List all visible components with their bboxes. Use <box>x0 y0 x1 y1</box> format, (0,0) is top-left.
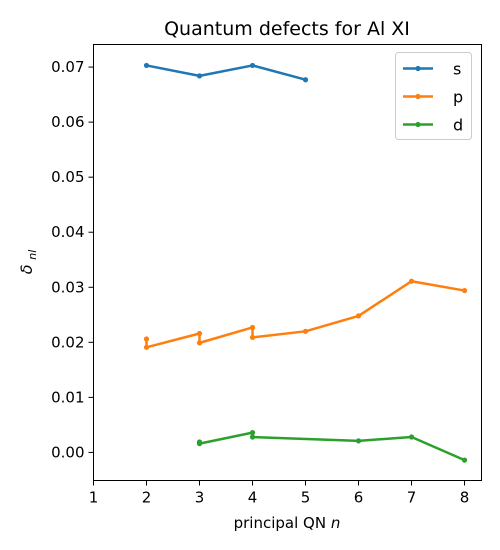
plot-frame <box>93 44 482 481</box>
x-tick-label: 2 <box>142 489 152 507</box>
x-axis-label-text: principal QN <box>234 514 326 532</box>
data-point-p <box>196 330 203 337</box>
x-tick-label: 1 <box>89 489 99 507</box>
data-point-p <box>249 324 256 331</box>
x-axis-label: principal QN n <box>234 514 341 532</box>
legend-marker-s <box>415 65 421 72</box>
data-point-d <box>249 434 256 440</box>
x-tick-label: 7 <box>407 489 417 507</box>
data-point-p <box>302 328 309 334</box>
y-tick-label: 0.05 <box>51 168 84 186</box>
data-point-p <box>461 287 468 294</box>
data-point-p <box>143 336 150 342</box>
data-point-d <box>249 430 256 436</box>
x-tick-label: 3 <box>195 489 205 507</box>
y-axis-ticks: 0.00 0.01 0.02 0.03 0.04 0.05 0.06 0.07 <box>51 58 94 461</box>
x-tick-label: 6 <box>354 489 364 507</box>
data-point-s <box>249 62 256 69</box>
data-point-d <box>461 457 468 463</box>
legend-label-s: s <box>453 60 461 79</box>
legend-label-p: p <box>453 88 463 107</box>
legend-label-d: d <box>453 116 463 135</box>
chart-title: Quantum defects for Al XI <box>164 18 410 40</box>
data-point-s <box>143 62 150 69</box>
y-tick-label: 0.04 <box>51 223 84 241</box>
x-axis-label-variable: n <box>331 514 341 532</box>
series-line-s <box>145 64 307 81</box>
legend-box <box>395 52 472 140</box>
series-layer <box>143 62 468 463</box>
y-axis-label-subscript: nl <box>26 250 39 260</box>
x-axis-ticks: 1 2 3 4 5 6 7 8 <box>89 480 470 507</box>
data-point-d <box>355 438 362 444</box>
legend-marker-d <box>415 121 421 128</box>
y-tick-label: 0.00 <box>51 443 84 461</box>
data-point-d <box>408 434 415 440</box>
x-tick-label: 5 <box>301 489 311 507</box>
data-point-p <box>196 340 203 346</box>
y-axis-label-symbol: δ <box>17 264 36 274</box>
data-point-s <box>302 77 309 83</box>
data-point-p <box>408 278 415 284</box>
y-axis-label: δ nl <box>17 250 39 275</box>
y-tick-label: 0.02 <box>51 333 84 351</box>
legend: spd <box>395 52 472 140</box>
data-point-p <box>143 344 150 350</box>
y-tick-label: 0.03 <box>51 278 84 296</box>
data-point-d <box>196 441 203 447</box>
y-tick-label: 0.01 <box>51 388 84 406</box>
legend-entries: spd <box>403 60 463 135</box>
data-point-p <box>249 334 256 340</box>
y-tick-label: 0.07 <box>51 58 84 76</box>
legend-marker-p <box>415 93 421 100</box>
x-tick-label: 8 <box>460 489 470 507</box>
data-point-p <box>355 313 362 319</box>
y-tick-label: 0.06 <box>51 113 84 131</box>
x-tick-label: 4 <box>248 489 258 507</box>
series-line-p <box>145 279 466 349</box>
data-point-s <box>196 73 203 79</box>
